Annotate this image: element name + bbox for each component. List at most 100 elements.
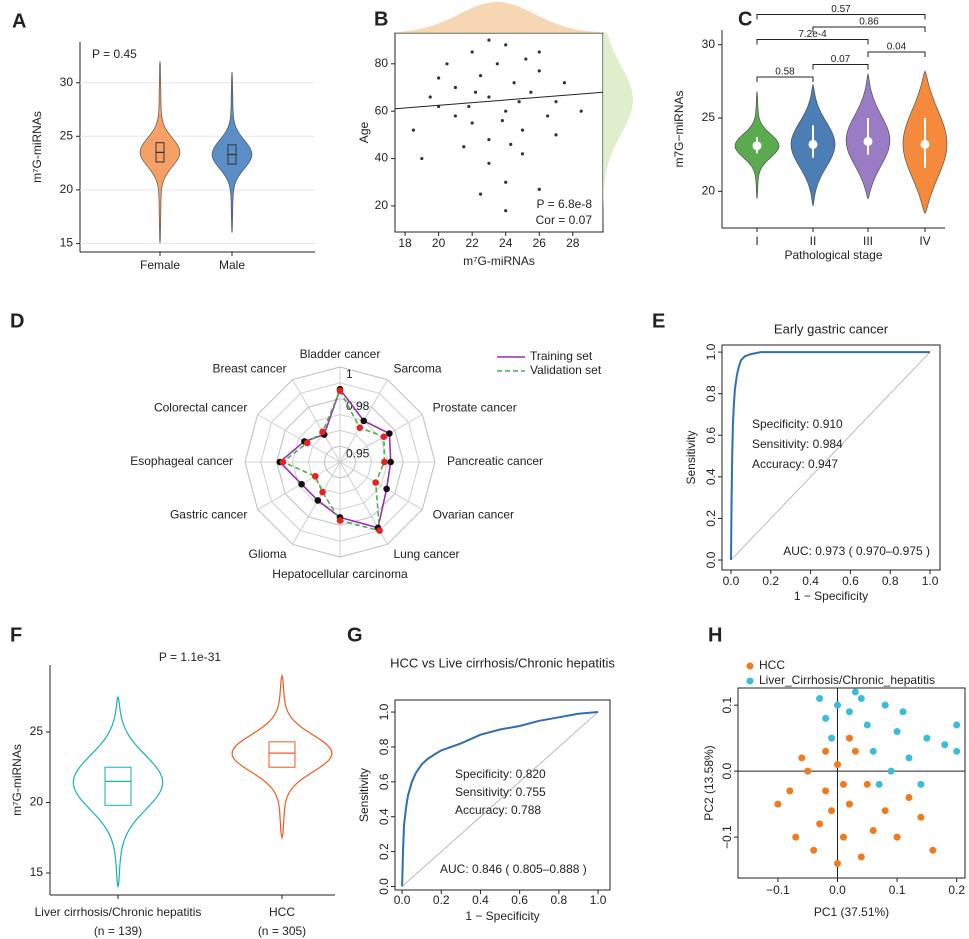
y-tick-label: 0.0 xyxy=(720,762,734,779)
y-axis-label: PC2 (13.58%) xyxy=(702,745,716,820)
y-tick-label: 0.6 xyxy=(704,427,718,444)
point xyxy=(520,152,525,156)
radial-tick-label: 0.95 xyxy=(346,446,370,460)
y-axis-label: m⁷G-miRNAs xyxy=(30,111,44,183)
point xyxy=(893,728,901,736)
legend-label: HCC xyxy=(759,658,785,672)
category-label: Gastric cancer xyxy=(170,508,247,522)
radar-point xyxy=(319,488,326,496)
point xyxy=(445,62,449,66)
significance-bracket xyxy=(756,39,869,45)
point xyxy=(470,121,474,125)
point xyxy=(833,859,841,867)
point xyxy=(899,708,907,716)
panel-label: E xyxy=(652,310,665,332)
reference-line xyxy=(401,711,599,887)
y-tick-label: 30 xyxy=(702,37,716,51)
y-tick-label: −0.1 xyxy=(720,825,734,849)
x-tick-label: 20 xyxy=(432,236,446,250)
y-tick-label: 0.6 xyxy=(377,773,391,790)
point xyxy=(839,833,847,841)
y-tick-label: 0.4 xyxy=(704,468,718,485)
x-tick-label: 26 xyxy=(533,236,547,250)
point xyxy=(487,138,491,142)
x-tick-label: 1.0 xyxy=(590,893,607,907)
x-tick-label: 0.0 xyxy=(723,574,740,588)
category-label: Esophageal cancer xyxy=(130,454,233,468)
point xyxy=(554,100,558,104)
y-tick-label: 1.0 xyxy=(704,343,718,360)
significance-label: 7.2e-4 xyxy=(798,29,827,40)
iqr-box xyxy=(268,741,296,768)
annotation: Sensitivity: 0.755 xyxy=(455,785,546,799)
point xyxy=(881,807,889,815)
point xyxy=(437,76,441,80)
annotation: Specificity: 0.910 xyxy=(752,417,843,431)
y-tick-label: 25 xyxy=(60,128,74,142)
y-axis-label: Sensitivity xyxy=(357,768,371,822)
point xyxy=(869,747,877,755)
violin xyxy=(231,673,333,841)
median-dot xyxy=(752,141,762,151)
point xyxy=(509,142,513,146)
radar-point xyxy=(383,485,390,493)
category-label: Glioma xyxy=(248,547,286,561)
point xyxy=(816,820,824,828)
radar-point xyxy=(336,517,344,524)
plot-frame xyxy=(721,344,941,571)
significance-bracket xyxy=(812,26,926,32)
point xyxy=(504,180,508,184)
point xyxy=(845,800,853,808)
radar-point xyxy=(381,458,388,466)
legend-marker xyxy=(746,662,754,670)
legend-label: Liver_Cirrhosis/Chronic_hepatitis xyxy=(759,673,935,687)
y-tick-label: 0.4 xyxy=(377,808,391,825)
y-tick-label: 0.0 xyxy=(377,878,391,895)
radar-point xyxy=(386,430,393,437)
point xyxy=(504,43,508,47)
radial-grid xyxy=(276,398,404,526)
fit-line xyxy=(394,91,604,110)
median-dot xyxy=(808,139,818,149)
y-axis-label: Sensitivity xyxy=(684,430,698,484)
radar-point xyxy=(303,439,311,447)
point xyxy=(462,145,466,149)
y-tick-label: 20 xyxy=(702,184,716,198)
annotation: Accuracy: 0.947 xyxy=(752,457,838,471)
point xyxy=(473,90,478,94)
point xyxy=(798,754,806,762)
radial-tick-label: 1 xyxy=(346,367,353,381)
point xyxy=(941,741,949,749)
significance-bracket xyxy=(756,14,926,20)
x-tick-label: 1.0 xyxy=(922,574,939,588)
x-tick-label: 22 xyxy=(465,236,479,250)
radar-point xyxy=(380,433,388,440)
x-tick-label: III xyxy=(863,234,873,248)
annotation: Cor = 0.07 xyxy=(536,213,593,227)
point xyxy=(863,780,871,788)
violin xyxy=(72,696,164,888)
point xyxy=(554,133,558,137)
annotation: Accuracy: 0.788 xyxy=(455,803,541,817)
x-axis-label: 1 − Specificity xyxy=(465,909,539,923)
point xyxy=(537,69,541,73)
legend-marker xyxy=(746,677,754,685)
point xyxy=(905,794,913,802)
radar-spoke xyxy=(257,414,341,463)
y-tick-label: 30 xyxy=(60,75,74,89)
y-tick-label: 0.2 xyxy=(704,510,718,527)
radar-point xyxy=(376,527,383,534)
x-tick-label: Male xyxy=(219,258,245,272)
radar-spoke xyxy=(292,379,341,463)
plot-frame xyxy=(737,687,966,879)
marginal-density xyxy=(395,2,603,33)
point xyxy=(562,81,567,85)
point xyxy=(857,853,865,861)
point xyxy=(881,701,889,709)
x-tick-label: Female xyxy=(140,258,180,272)
point xyxy=(467,104,471,109)
point xyxy=(520,128,525,132)
y-tick-label: 0.8 xyxy=(377,738,391,755)
y-tick-label: 25 xyxy=(30,724,44,738)
